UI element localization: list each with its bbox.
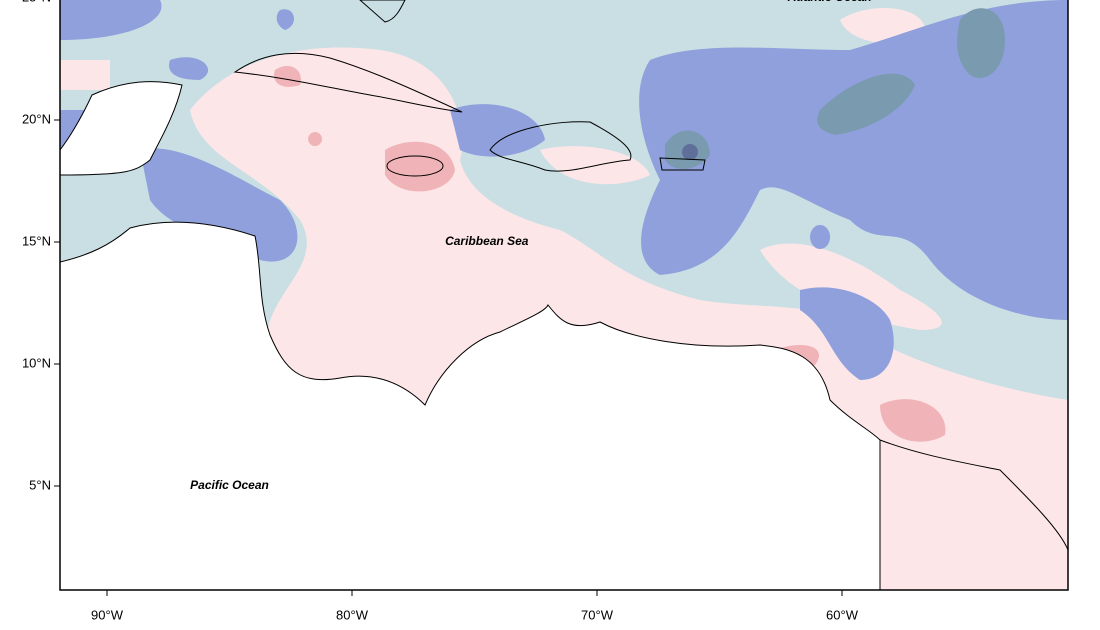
land: [879, 439, 1068, 590]
deep-pink: [274, 65, 982, 504]
land: [60, 81, 183, 176]
x-tick-label: 80°W: [336, 607, 369, 622]
x-tick-label: 60°W: [826, 607, 859, 622]
y-tick-label: 5°N: [29, 477, 51, 492]
ocean-label: Pacific Ocean: [190, 478, 269, 492]
blue-region: [60, 0, 894, 380]
ocean-label: Atlantic Ocean: [787, 0, 872, 4]
island: [386, 155, 444, 177]
x-tick-label: 70°W: [581, 607, 614, 622]
ocean-label: Caribbean Sea: [445, 234, 529, 248]
y-tick-label: 15°N: [22, 233, 51, 248]
y-tick-label: 25°N: [22, 0, 51, 4]
field: [60, 0, 1068, 590]
land: [60, 221, 881, 590]
x-tick-label: 90°W: [91, 607, 124, 622]
frame: [59, 0, 1069, 591]
land: [233, 0, 706, 172]
y-tick-label: 20°N: [22, 111, 51, 126]
dark-region: [665, 8, 1005, 170]
dark-core: [682, 144, 698, 160]
blue-region: [639, 0, 1068, 320]
y-tick-label: 10°N: [22, 355, 51, 370]
